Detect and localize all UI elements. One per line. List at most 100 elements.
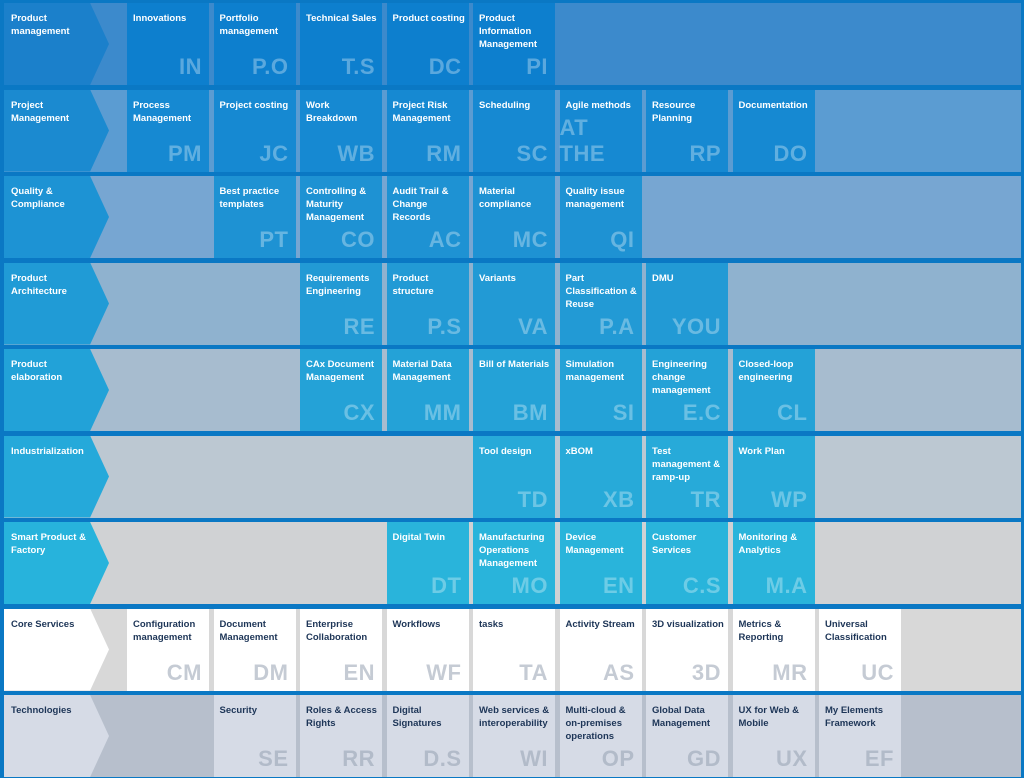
module-tile[interactable]: Product structure P.S	[386, 262, 469, 345]
module-code: CO	[341, 227, 375, 252]
module-tile[interactable]: tasks TA	[473, 608, 555, 691]
module-tile[interactable]: Material compliance MC	[473, 176, 555, 258]
module-tile[interactable]: Activity Stream AS	[559, 608, 642, 691]
module-code: T.S	[341, 54, 375, 79]
module-name: Innovations	[133, 13, 187, 24]
module-tile[interactable]: UX for Web & Mobile UX	[732, 695, 815, 777]
module-tile[interactable]: Work Plan WP	[732, 435, 815, 518]
module-name: Project costing	[219, 99, 289, 111]
module-tile[interactable]: CAx Document Management CX	[300, 349, 382, 431]
module-tile[interactable]: xBOM XB	[559, 435, 642, 518]
module-tile[interactable]: Monitoring & Analytics M.A	[732, 522, 815, 604]
module-tile[interactable]: Variants VA	[473, 262, 555, 345]
row-header-label: Product Architecture	[11, 272, 67, 297]
module-tile[interactable]: Product costing DC	[386, 3, 469, 85]
module-name: UX for Web & Mobile	[738, 705, 800, 729]
module-tile[interactable]: Configuration management CM	[127, 608, 209, 691]
row-header-label: Technologies	[11, 705, 72, 716]
module-code: EN	[602, 573, 635, 598]
module-name: Activity Stream	[565, 618, 635, 630]
module-tile[interactable]: Agile methods AT THE	[559, 89, 642, 172]
row-header-label: Product elaboration	[11, 359, 63, 383]
module-tile[interactable]: Multi-cloud & on-premises operations OP	[559, 695, 642, 777]
module-code: SI	[612, 400, 635, 425]
module-tile[interactable]: Customer Services C.S	[646, 522, 728, 604]
module-name: Tool design	[479, 445, 532, 457]
module-code: MR	[772, 659, 808, 685]
module-tile[interactable]: Simulation management SI	[559, 349, 642, 431]
module-tile[interactable]: Document Management DM	[213, 608, 296, 691]
module-tile[interactable]: Manufacturing Operations Management MO	[473, 522, 555, 604]
row-header-label: Smart Product & Factory	[11, 532, 86, 556]
capability-row: Product Architecture Requirements Enginee…	[4, 262, 1021, 345]
module-tile[interactable]: Closed-loop engineering CL	[732, 349, 815, 431]
module-tile[interactable]: Requirements Engineering RE	[300, 262, 382, 345]
module-tile[interactable]: My Elements Framework EF	[819, 695, 901, 777]
module-name: Resource Planning	[652, 99, 696, 124]
module-code: XB	[602, 486, 635, 512]
module-tile[interactable]: Product Information Management PI	[473, 3, 555, 85]
module-name: Global Data Management	[652, 705, 711, 729]
module-name: Controlling & Maturity Management	[306, 186, 367, 223]
module-tile[interactable]: Resource Planning RP	[646, 89, 728, 172]
module-tile[interactable]: Engineering change management E.C	[646, 349, 728, 431]
module-tile[interactable]: Audit Trail & Change Records AC	[386, 176, 469, 258]
module-code: P.S	[427, 313, 462, 339]
module-tile[interactable]: Material Data Management MM	[386, 349, 469, 431]
module-tile[interactable]: DMU YOU	[646, 262, 728, 345]
module-tile[interactable]: Documentation DO	[732, 89, 815, 172]
module-tile[interactable]: Universal Classification UC	[819, 608, 901, 691]
module-tile[interactable]: Part Classification & Reuse P.A	[559, 262, 642, 345]
row-header-arrow: Quality & Compliance	[4, 176, 109, 258]
module-tile[interactable]: Security SE	[213, 695, 296, 777]
row-header-label: Product management	[11, 13, 70, 37]
module-tile[interactable]: Metrics & Reporting MR	[732, 608, 815, 691]
module-tile[interactable]: Scheduling SC	[473, 89, 555, 172]
module-tile[interactable]: Innovations IN	[127, 3, 209, 85]
module-tile[interactable]: Controlling & Maturity Management CO	[300, 176, 382, 258]
module-tile[interactable]: Global Data Management GD	[646, 695, 728, 777]
module-name: Portfolio management	[219, 13, 279, 37]
module-code: DM	[253, 659, 289, 685]
module-code: WF	[426, 659, 462, 685]
module-name: Customer Services	[652, 532, 697, 556]
module-code: 3D	[691, 659, 721, 685]
module-code: P.O	[251, 54, 289, 79]
module-tile[interactable]: Portfolio management P.O	[213, 3, 296, 85]
module-tile[interactable]: Web services & interoperability WI	[473, 695, 555, 777]
module-name: Requirements Engineering	[306, 272, 370, 297]
row-header-arrow: Product management	[4, 3, 109, 85]
module-tile[interactable]: Roles & Access Rights RR	[300, 695, 382, 777]
module-code: WB	[337, 140, 375, 166]
module-tile[interactable]: Project costing JC	[213, 89, 296, 172]
module-code: MO	[511, 573, 548, 598]
module-tile[interactable]: Tool design TD	[473, 435, 555, 518]
module-tile[interactable]: Work Breakdown WB	[300, 89, 382, 172]
module-name: Quality issue management	[565, 186, 625, 210]
module-tile[interactable]: Project Risk Management RM	[386, 89, 469, 172]
module-tile[interactable]: Enterprise Collaboration EN	[300, 608, 382, 691]
module-name: Scheduling	[479, 99, 531, 111]
module-tile[interactable]: Technical Sales T.S	[300, 3, 382, 85]
module-tile[interactable]: Digital Signatures D.S	[386, 695, 469, 777]
row-header-label: Quality & Compliance	[11, 186, 65, 210]
module-tile[interactable]: Workflows WF	[386, 608, 469, 691]
module-code: E.C	[682, 400, 721, 425]
module-name: Security	[219, 705, 258, 716]
module-tile[interactable]: Digital Twin DT	[386, 522, 469, 604]
capability-row: Smart Product & Factory Digital Twin DT Man…	[4, 522, 1021, 604]
row-header-arrow: Project Management	[4, 89, 109, 172]
module-tile[interactable]: Process Management PM	[127, 89, 209, 172]
capability-row: Core Services Configuration management CM D…	[4, 608, 1021, 691]
module-tile[interactable]: Best practice templates PT	[213, 176, 296, 258]
module-name: Web services & interoperability	[479, 705, 550, 729]
module-tile[interactable]: Device Management EN	[559, 522, 642, 604]
module-tile[interactable]: 3D visualization 3D	[646, 608, 728, 691]
module-name: Project Risk Management	[392, 99, 451, 124]
module-code: PM	[168, 140, 202, 166]
module-name: Universal Classification	[825, 618, 887, 643]
module-tile[interactable]: Quality issue management QI	[559, 176, 642, 258]
module-tile[interactable]: Bill of Materials BM	[473, 349, 555, 431]
module-tile[interactable]: Test management & ramp-up TR	[646, 435, 728, 518]
row-header-arrow: Technologies	[4, 695, 109, 777]
